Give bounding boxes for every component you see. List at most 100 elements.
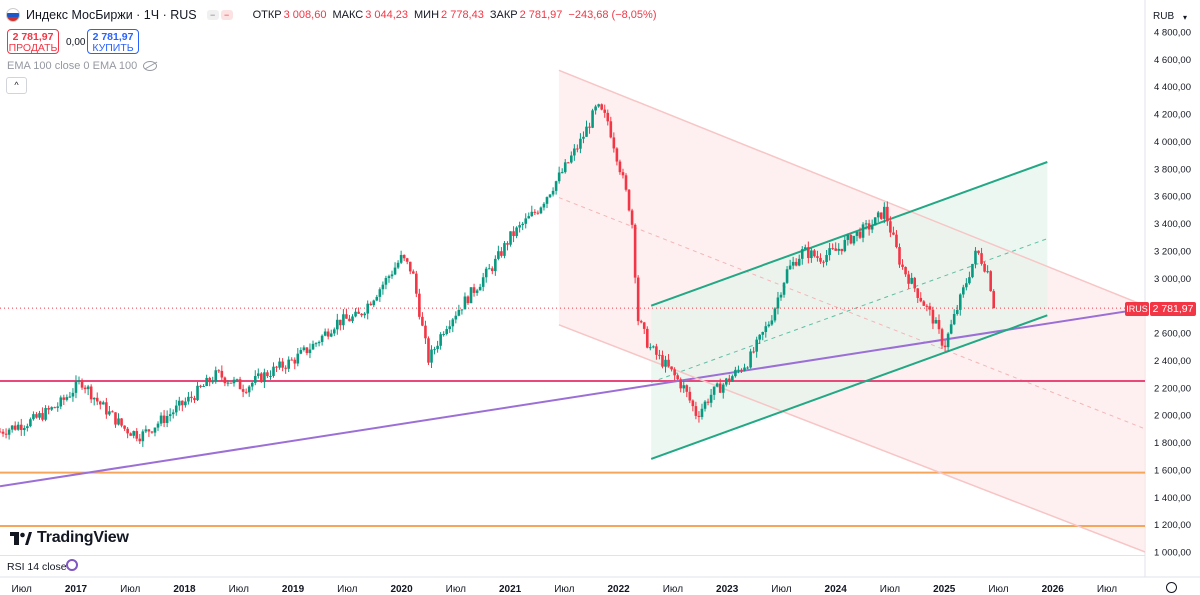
candle-body [810,250,813,259]
x-tick-label: Июл [12,584,32,595]
regression-channel-midline [558,197,1146,430]
candle-body [895,234,898,248]
x-tick-label: Июл [337,584,357,595]
candle-body [709,394,713,403]
candle-body [7,429,11,435]
candle-body [345,314,348,319]
candle-body [226,382,230,384]
candle-body [332,329,336,334]
candle-body [639,321,643,323]
candle-body [439,334,442,346]
buy-button[interactable]: 2 781,97 КУПИТЬ [87,29,139,54]
candle-body [117,418,120,425]
candle-body [384,278,388,285]
candle-body [560,172,564,174]
candle-body [673,369,676,376]
candle-body [649,347,652,349]
candle-body [478,286,482,291]
candle-body [89,386,93,400]
candle-body [0,431,2,433]
candle-body [971,263,974,278]
candle-body [171,412,175,415]
candle-body [968,277,971,284]
candle-body [627,189,631,211]
candle-body [418,293,421,317]
candle-body [633,224,637,278]
candle-body [630,210,634,225]
candle-body [913,277,916,289]
candle-body [837,248,841,251]
candle-body [62,397,66,400]
candle-body [302,347,306,351]
candle-body [658,354,661,356]
hide-eye-icon[interactable] [143,61,158,71]
candle-body [506,243,509,245]
price-axis-bg [1145,0,1200,595]
candle-body [794,261,798,266]
candle-body [323,331,327,336]
candle-body [390,274,394,277]
candle-body [366,303,370,314]
candle-body [867,223,871,230]
candle-body [232,379,236,384]
candle-body [111,411,114,413]
x-tick-label: Июл [771,584,791,595]
candle-body [527,216,531,219]
candle-body [570,155,573,163]
axis-settings-gear-icon[interactable] [1166,582,1177,593]
candle-body [770,320,774,325]
candle-body [828,248,831,256]
tradingview-logo[interactable]: TradingView [10,529,129,547]
candle-body [612,137,616,149]
candle-body [503,243,506,256]
candle-body [211,381,215,383]
candle-body [591,110,594,128]
candle-body [415,273,418,294]
candle-body [399,254,403,263]
collapse-legend-button[interactable]: ^ [6,77,27,94]
candle-body [466,296,470,304]
candle-body [141,431,145,442]
candle-body [746,367,749,369]
candle-body [339,319,342,326]
candle-body [281,361,284,368]
ohlc-readout: ОТКР 3 008,60 МАКС 3 044,23 МИН 2 778,43 ЗА… [253,9,657,21]
symbol-title[interactable]: Индекс МосБиржи · 1Ч · RUS [26,8,197,22]
sell-button[interactable]: 2 781,97 ПРОДАТЬ [7,29,59,54]
buy-price: 2 781,97 [92,31,134,43]
candle-body [80,380,84,388]
candle-body [949,324,953,334]
toggle-red-minus-icon[interactable]: − [220,10,233,20]
toggle-minus-icon[interactable]: − [206,10,219,20]
candle-body [645,328,649,348]
candle-body [162,415,166,423]
indicator-legend[interactable]: EMA 100 close 0 EMA 100 [7,60,158,72]
candle-body [411,271,415,274]
candle-body [530,211,534,217]
candle-body [35,414,38,418]
candle-body [755,339,758,352]
candle-body [980,253,983,264]
chevron-down-icon[interactable]: ▾ [1183,13,1188,22]
candle-body [785,269,789,283]
candle-body [53,407,56,409]
candle-body [214,370,218,382]
candle-body [697,415,701,417]
candle-body [494,258,497,272]
candle-body [548,194,552,198]
candle-body [615,148,619,162]
candle-body [749,351,752,368]
currency-label[interactable]: RUB [1153,11,1175,22]
candle-body [800,249,804,259]
candle-body [600,104,603,110]
candle-body [250,382,254,387]
candle-body [469,287,473,304]
rsi-pane[interactable]: RSI 14 close [0,555,1145,577]
candle-body [241,389,245,392]
candle-body [536,212,540,214]
rsi-settings-icon[interactable] [66,559,78,571]
candle-body [700,408,704,417]
candle-body [451,319,455,327]
candle-body [202,385,205,387]
